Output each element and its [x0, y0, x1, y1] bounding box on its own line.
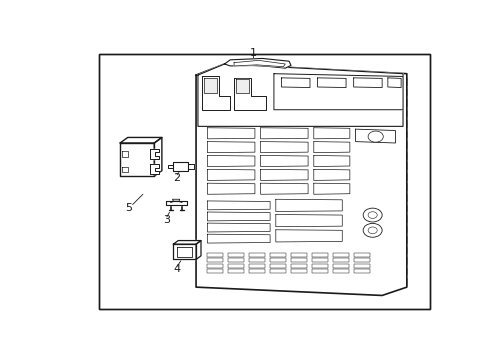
Bar	[228, 269, 245, 273]
Bar	[291, 264, 307, 268]
Polygon shape	[236, 79, 249, 93]
Text: 1: 1	[249, 48, 257, 58]
Polygon shape	[261, 128, 308, 139]
Text: 5: 5	[125, 203, 132, 213]
Polygon shape	[281, 78, 310, 87]
Bar	[354, 258, 369, 262]
Polygon shape	[207, 183, 255, 194]
Polygon shape	[207, 169, 255, 180]
Polygon shape	[177, 247, 192, 257]
Bar	[333, 258, 349, 262]
Circle shape	[368, 212, 377, 219]
Polygon shape	[314, 141, 350, 153]
Polygon shape	[122, 151, 128, 157]
Bar	[354, 269, 369, 273]
Polygon shape	[274, 74, 403, 110]
Polygon shape	[314, 156, 350, 167]
Polygon shape	[261, 169, 308, 180]
Polygon shape	[388, 78, 401, 87]
Polygon shape	[173, 240, 201, 244]
Polygon shape	[202, 76, 230, 110]
Polygon shape	[207, 128, 255, 139]
Polygon shape	[224, 58, 291, 68]
Bar	[99, 54, 430, 309]
Text: 2: 2	[173, 173, 181, 183]
Bar	[270, 264, 286, 268]
Bar	[291, 269, 307, 273]
Polygon shape	[318, 78, 346, 87]
Polygon shape	[261, 183, 308, 194]
Circle shape	[368, 227, 377, 234]
Polygon shape	[234, 60, 285, 67]
Text: 3: 3	[163, 215, 171, 225]
Polygon shape	[173, 244, 196, 260]
Polygon shape	[207, 234, 270, 243]
Bar	[207, 269, 223, 273]
Polygon shape	[314, 169, 350, 180]
Bar	[312, 269, 328, 273]
Polygon shape	[261, 141, 308, 153]
Polygon shape	[276, 199, 342, 211]
Polygon shape	[207, 156, 255, 167]
Polygon shape	[154, 138, 162, 176]
Bar	[291, 253, 307, 257]
Polygon shape	[150, 164, 159, 174]
Polygon shape	[204, 78, 217, 93]
Polygon shape	[196, 64, 407, 296]
Polygon shape	[207, 212, 270, 221]
Bar	[312, 258, 328, 262]
Text: 4: 4	[173, 264, 181, 274]
Polygon shape	[207, 141, 255, 153]
Bar	[270, 258, 286, 262]
Bar	[270, 269, 286, 273]
Polygon shape	[314, 128, 350, 139]
Circle shape	[363, 208, 382, 222]
Polygon shape	[150, 149, 159, 159]
Polygon shape	[196, 240, 201, 260]
Polygon shape	[189, 164, 194, 169]
Bar	[291, 258, 307, 262]
Bar	[354, 264, 369, 268]
Polygon shape	[234, 78, 267, 110]
Polygon shape	[261, 156, 308, 167]
Polygon shape	[207, 223, 270, 232]
Polygon shape	[354, 78, 382, 87]
Bar	[249, 253, 265, 257]
Bar	[249, 258, 265, 262]
Polygon shape	[198, 64, 403, 126]
Bar	[354, 253, 369, 257]
Polygon shape	[314, 183, 350, 194]
Bar	[228, 264, 245, 268]
Polygon shape	[122, 167, 128, 172]
Bar	[228, 258, 245, 262]
Bar	[333, 264, 349, 268]
Bar	[249, 264, 265, 268]
Polygon shape	[172, 199, 180, 201]
Polygon shape	[169, 165, 173, 168]
Polygon shape	[356, 129, 395, 143]
Polygon shape	[173, 162, 189, 171]
Polygon shape	[166, 201, 187, 205]
Bar	[228, 253, 245, 257]
Bar	[99, 54, 430, 309]
Polygon shape	[207, 201, 270, 210]
Polygon shape	[276, 215, 342, 227]
Bar	[249, 269, 265, 273]
Bar	[207, 258, 223, 262]
Bar	[270, 253, 286, 257]
Polygon shape	[120, 143, 154, 176]
Bar	[207, 253, 223, 257]
Circle shape	[363, 223, 382, 237]
Bar	[312, 253, 328, 257]
Bar	[333, 253, 349, 257]
Polygon shape	[276, 230, 342, 242]
Bar	[333, 269, 349, 273]
Polygon shape	[120, 138, 162, 143]
Bar	[312, 264, 328, 268]
Circle shape	[368, 131, 383, 142]
Bar	[207, 264, 223, 268]
